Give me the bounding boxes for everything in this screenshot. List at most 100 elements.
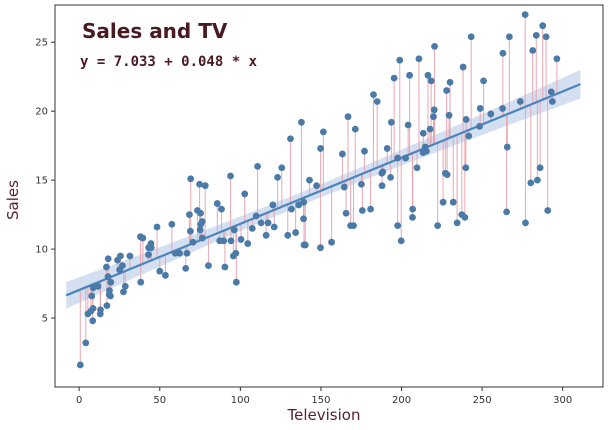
data-point — [227, 237, 235, 245]
data-point — [358, 180, 365, 188]
data-point — [196, 180, 203, 188]
data-point — [328, 238, 335, 246]
data-point — [189, 238, 197, 246]
data-point — [94, 282, 102, 290]
data-point — [292, 229, 300, 236]
data-point — [270, 223, 278, 231]
data-point — [153, 223, 161, 231]
data-point — [186, 211, 193, 219]
data-point — [445, 111, 453, 119]
data-point — [198, 234, 206, 242]
data-point — [182, 265, 190, 272]
data-point — [197, 209, 204, 217]
plot-frame — [54, 4, 604, 388]
data-point — [313, 182, 320, 190]
data-point — [547, 88, 555, 96]
data-point — [107, 292, 114, 300]
data-point — [430, 106, 438, 114]
x-tick-label: 0 — [76, 395, 82, 406]
data-point — [521, 11, 529, 19]
data-point — [248, 225, 256, 232]
data-point — [274, 173, 281, 181]
data-point — [379, 168, 387, 176]
data-point — [89, 304, 97, 312]
x-tick-label: 50 — [153, 395, 166, 406]
data-point — [342, 209, 350, 217]
data-point — [264, 219, 272, 227]
data-point — [536, 164, 544, 172]
data-point — [76, 361, 84, 369]
data-point — [529, 47, 537, 54]
data-point — [361, 147, 368, 155]
data-point — [278, 164, 286, 172]
data-point — [117, 252, 124, 260]
data-point — [480, 77, 487, 85]
data-point — [237, 236, 245, 243]
data-point — [241, 190, 249, 198]
data-point — [476, 105, 484, 112]
x-axis-ticks: 0 50 100 150 200 250 300 — [76, 387, 572, 406]
x-axis-label: Television — [287, 406, 361, 424]
data-point — [409, 205, 417, 213]
data-point — [306, 176, 313, 184]
data-point — [370, 91, 377, 99]
data-point — [544, 207, 552, 214]
data-point — [453, 219, 461, 227]
data-point — [139, 234, 147, 242]
data-point — [186, 227, 194, 235]
data-point — [430, 113, 437, 121]
data-point — [394, 154, 402, 162]
data-point — [89, 317, 97, 325]
data-point — [487, 110, 495, 118]
x-tick-label: 300 — [553, 395, 572, 406]
x-tick-label: 100 — [231, 395, 250, 406]
data-point — [168, 220, 176, 228]
regression-line — [65, 83, 581, 297]
data-point — [162, 271, 169, 279]
data-point — [439, 198, 447, 206]
y-axis-label: Sales — [4, 180, 22, 220]
data-point — [196, 226, 204, 234]
data-point — [431, 42, 438, 50]
data-point — [338, 150, 346, 158]
data-point — [516, 98, 524, 105]
data-point — [434, 222, 442, 230]
data-point — [213, 200, 221, 207]
data-point — [176, 249, 183, 257]
data-point — [106, 287, 113, 294]
data-point — [218, 205, 225, 213]
data-point — [387, 173, 394, 181]
data-point — [449, 198, 457, 206]
data-point — [252, 212, 260, 220]
data-point — [387, 118, 395, 126]
data-point — [351, 125, 359, 133]
data-point — [461, 213, 469, 221]
data-point — [499, 105, 506, 112]
data-point — [422, 147, 430, 155]
data-point — [419, 129, 427, 137]
y-axis-ticks: 5 10 15 20 25 — [35, 38, 55, 325]
data-point — [262, 231, 270, 239]
data-point — [350, 222, 357, 230]
data-point — [295, 201, 303, 209]
data-point — [378, 182, 386, 190]
data-point — [406, 71, 413, 79]
data-point — [462, 164, 470, 172]
chart-title: Sales and TV — [82, 19, 228, 43]
data-point — [284, 231, 292, 239]
y-tick-label: 20 — [35, 107, 48, 118]
data-point — [402, 154, 409, 162]
data-point — [503, 143, 511, 151]
data-point — [232, 249, 240, 257]
x-tick-label: 250 — [473, 395, 492, 406]
data-point — [424, 71, 432, 79]
data-point — [288, 205, 295, 213]
data-point — [103, 302, 111, 310]
data-point — [539, 22, 547, 30]
y-tick-label: 15 — [35, 176, 48, 187]
data-point — [443, 171, 451, 179]
data-point — [409, 213, 416, 221]
data-point — [548, 98, 556, 105]
